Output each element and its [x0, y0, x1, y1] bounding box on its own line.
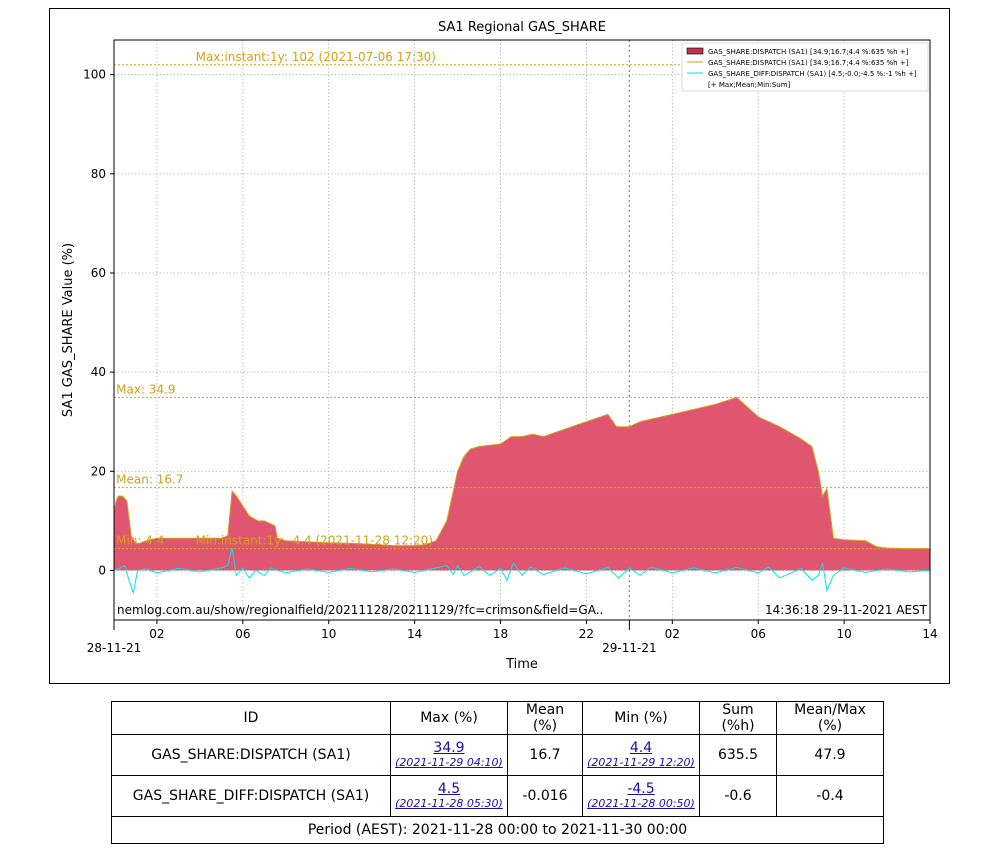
row-min-cell: -4.5 (2021-11-28 00:50) — [582, 775, 700, 817]
x-tick-label: 02 — [149, 627, 164, 641]
row-max-cell: 4.5 (2021-11-28 05:30) — [390, 775, 508, 817]
row-sum: -0.6 — [699, 775, 777, 817]
source-url: nemlog.com.au/show/regionalfield/2021112… — [117, 603, 603, 617]
header-sum: Sum (%h) — [699, 701, 777, 735]
y-tick-label: 20 — [91, 464, 106, 478]
legend-entry: GAS_SHARE_DIFF:DISPATCH (SA1) [4.5;-0.0;… — [708, 70, 917, 78]
legend-entry: GAS_SHARE:DISPATCH (SA1) [34.9;16.7;4.4 … — [708, 48, 909, 56]
x-tick-label: 06 — [751, 627, 766, 641]
y-tick-label: 60 — [91, 266, 106, 280]
x-tick-label: 22 — [579, 627, 594, 641]
date-label: 28-11-21 — [87, 641, 141, 655]
reference-label: Mean: 16.7 — [116, 473, 183, 487]
chart-svg: Max:instant:1y: 102 (2021-07-06 17:30) Ma… — [61, 20, 938, 672]
header-mean: Mean (%) — [507, 701, 583, 735]
series-line-gas-share-diff — [113, 547, 931, 595]
x-axis-label: Time — [505, 657, 538, 672]
date-label: 29-11-21 — [602, 641, 656, 655]
x-tick-label: 02 — [665, 627, 680, 641]
max-value-link[interactable]: 4.5 — [437, 781, 461, 797]
min-date-link[interactable]: (2021-11-29 12:20) — [587, 756, 695, 769]
y-tick-label: 0 — [98, 563, 106, 577]
max-date-link[interactable]: (2021-11-29 04:10) — [395, 756, 503, 769]
header-min: Min (%) — [582, 701, 700, 735]
legend-entry: GAS_SHARE:DISPATCH (SA1) [34.9;16.7;4.4 … — [708, 59, 909, 67]
min-value-link[interactable]: -4.5 — [627, 781, 655, 797]
y-axis-label: SA1 GAS_SHARE Value (%) — [61, 243, 76, 417]
y-tick-label: 80 — [91, 167, 106, 181]
x-tick-label: 10 — [321, 627, 336, 641]
table-row: GAS_SHARE:DISPATCH (SA1) 34.9 (2021-11-2… — [111, 734, 884, 776]
x-tick-label: 14 — [407, 627, 422, 641]
x-tick-label: 06 — [235, 627, 250, 641]
x-tick-label: 14 — [922, 627, 937, 641]
min-value-link[interactable]: 4.4 — [629, 740, 653, 756]
table-row: GAS_SHARE_DIFF:DISPATCH (SA1) 4.5 (2021-… — [111, 775, 884, 817]
row-min-cell: 4.4 (2021-11-29 12:20) — [582, 734, 700, 776]
series-area-gas-share — [114, 397, 930, 571]
row-id: GAS_SHARE_DIFF:DISPATCH (SA1) — [111, 775, 391, 817]
stats-header-row: ID Max (%) Mean (%) Min (%) Sum (%h) Mea… — [111, 701, 884, 735]
legend-swatch-area — [686, 47, 704, 55]
plot-border — [113, 39, 931, 621]
chart-frame: Max:instant:1y: 102 (2021-07-06 17:30) Ma… — [49, 8, 950, 684]
header-id: ID — [111, 701, 391, 735]
max-date-link[interactable]: (2021-11-28 05:30) — [395, 797, 503, 810]
chart-title: SA1 Regional GAS_SHARE — [438, 20, 606, 35]
reference-label: Max: 34.9 — [116, 382, 175, 396]
y-tick-label: 100 — [83, 68, 106, 82]
stats-table: ID Max (%) Mean (%) Min (%) Sum (%h) Mea… — [111, 701, 884, 844]
x-tick-label: 10 — [836, 627, 851, 641]
row-sum: 635.5 — [699, 734, 777, 776]
min-date-link[interactable]: (2021-11-28 00:50) — [587, 797, 695, 810]
legend-entry: [+ Max;Mean;Min:Sum] — [708, 81, 791, 89]
row-mean: -0.016 — [507, 775, 583, 817]
timestamp: 14:36:18 29-11-2021 AEST — [765, 603, 928, 617]
reference-label: Min: 4.4 — [116, 534, 164, 548]
series-line-gas-share — [113, 396, 930, 550]
period-text: Period (AEST): 2021-11-28 00:00 to 2021-… — [111, 816, 884, 844]
x-tick-label: 18 — [493, 627, 508, 641]
header-mean-max: Mean/Max (%) — [776, 701, 884, 735]
reference-label: Max:instant:1y: 102 (2021-07-06 17:30) — [196, 50, 436, 64]
reference-label: Min:instant:1y: -4.4 (2021-11-28 12:20) — [196, 534, 433, 548]
row-id: GAS_SHARE:DISPATCH (SA1) — [111, 734, 391, 776]
legend-box — [681, 42, 929, 92]
row-max-cell: 34.9 (2021-11-29 04:10) — [390, 734, 508, 776]
row-mean: 16.7 — [507, 734, 583, 776]
period-row: Period (AEST): 2021-11-28 00:00 to 2021-… — [111, 816, 884, 844]
y-tick-label: 40 — [91, 365, 106, 379]
max-value-link[interactable]: 34.9 — [433, 740, 465, 756]
row-mean-max: -0.4 — [776, 775, 884, 817]
header-max: Max (%) — [390, 701, 508, 735]
row-mean-max: 47.9 — [776, 734, 884, 776]
